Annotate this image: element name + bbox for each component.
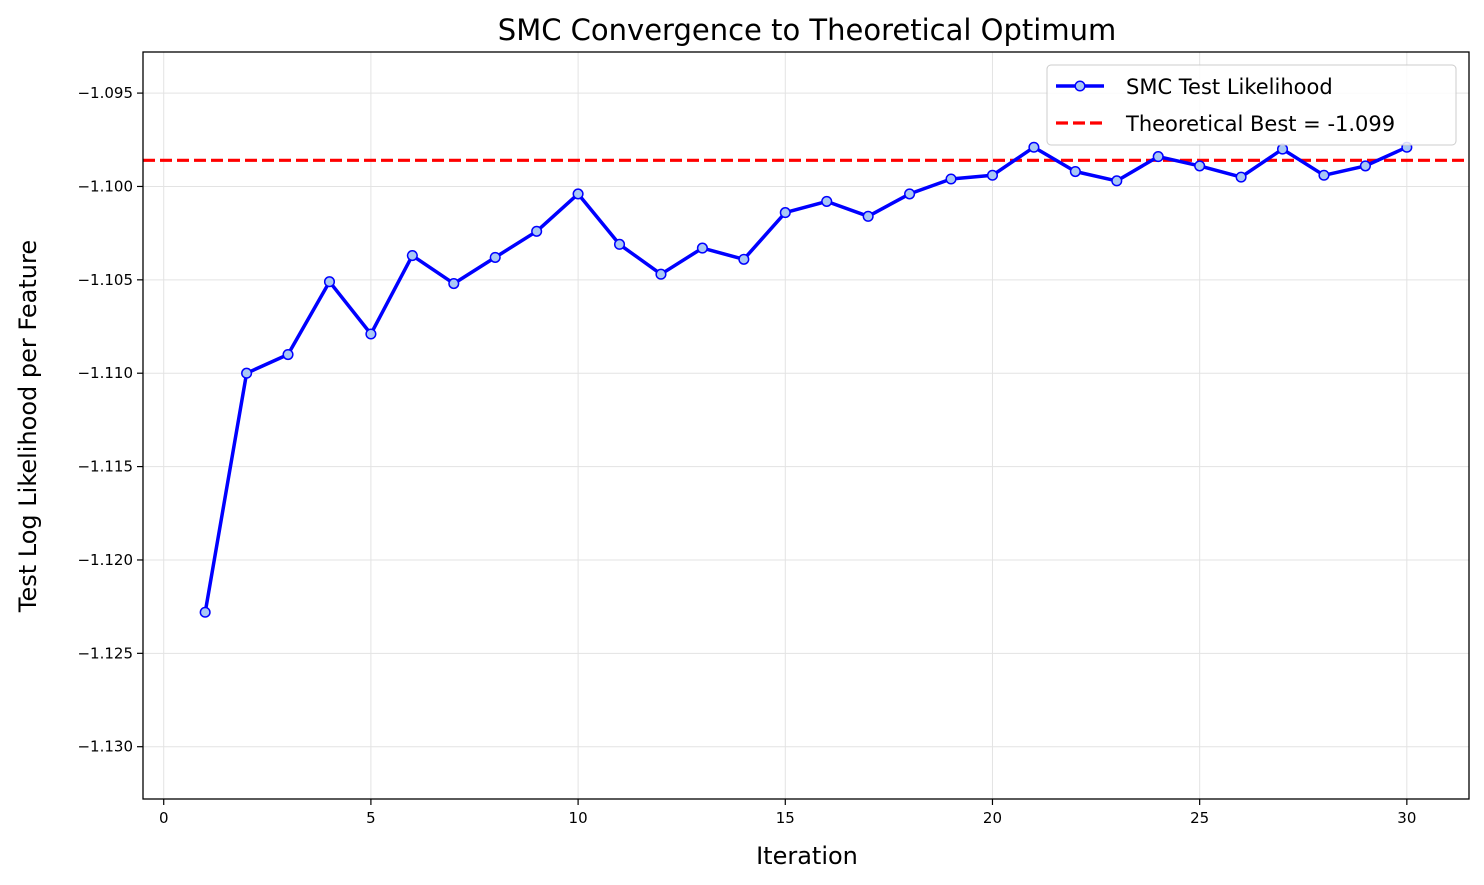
x-tick-label: 0	[159, 809, 169, 827]
data-point	[572, 188, 584, 200]
data-point	[1028, 141, 1040, 153]
data-point	[779, 207, 791, 219]
data-point	[489, 251, 501, 263]
y-tick-label: −1.130	[77, 738, 133, 756]
data-point	[1359, 160, 1371, 172]
data-point	[1194, 160, 1206, 172]
data-point	[1152, 151, 1164, 163]
x-tick-label: 30	[1397, 809, 1416, 827]
legend-label-smc: SMC Test Likelihood	[1126, 75, 1333, 99]
plot-frame	[142, 51, 1470, 800]
data-point	[821, 195, 833, 207]
x-tick-label: 5	[366, 809, 376, 827]
grid	[143, 52, 1469, 799]
data-point	[613, 238, 626, 250]
y-tick-label: −1.120	[77, 551, 133, 569]
y-tick-label: −1.100	[77, 177, 133, 195]
data-point	[696, 242, 708, 254]
data-point	[862, 210, 874, 222]
x-axis-label: Iteration	[756, 842, 858, 870]
data-point	[448, 278, 460, 290]
y-axis-label: Test Log Likelihood per Feature	[14, 240, 42, 613]
x-tick-label: 15	[776, 809, 795, 827]
y-tick-label: −1.105	[77, 271, 133, 289]
data-point	[1276, 143, 1289, 155]
data-point	[904, 188, 916, 200]
y-tick-label: −1.110	[77, 364, 133, 382]
data-point	[199, 606, 211, 618]
data-point	[986, 169, 999, 181]
y-tick-label: −1.125	[77, 644, 133, 662]
data-point	[1235, 171, 1247, 183]
data-point	[1318, 169, 1330, 181]
data-point	[531, 225, 543, 237]
legend-marker-smc	[1074, 80, 1086, 92]
y-tick-label: −1.095	[77, 84, 133, 102]
data-point	[738, 253, 750, 265]
data-point	[323, 276, 336, 288]
data-point	[365, 328, 377, 340]
legend-label-theoretical: Theoretical Best = -1.099	[1125, 112, 1395, 136]
x-axis: 0 5 10 15 20 25 30	[159, 799, 1416, 827]
data-point	[655, 268, 667, 280]
x-tick-label: 10	[569, 809, 588, 827]
y-tick-label: −1.115	[77, 458, 133, 476]
data-point	[406, 250, 418, 262]
data-point	[282, 348, 294, 361]
series-layer	[199, 141, 1413, 618]
legend-box	[1046, 64, 1457, 146]
x-tick-label: 20	[983, 809, 1002, 827]
data-point	[1111, 175, 1123, 187]
data-point	[945, 173, 957, 185]
data-point	[241, 367, 253, 379]
legend: SMC Test Likelihood Theoretical Best = -…	[1046, 64, 1457, 146]
y-axis: −1.095 −1.100 −1.105 −1.110 −1.115 −1.120 −1.1…	[77, 84, 143, 756]
series-line-smc	[203, 145, 1408, 613]
chart-title: SMC Convergence to Theoretical Optimum	[498, 13, 1116, 47]
data-point	[1069, 165, 1081, 178]
x-tick-label: 25	[1190, 809, 1209, 827]
